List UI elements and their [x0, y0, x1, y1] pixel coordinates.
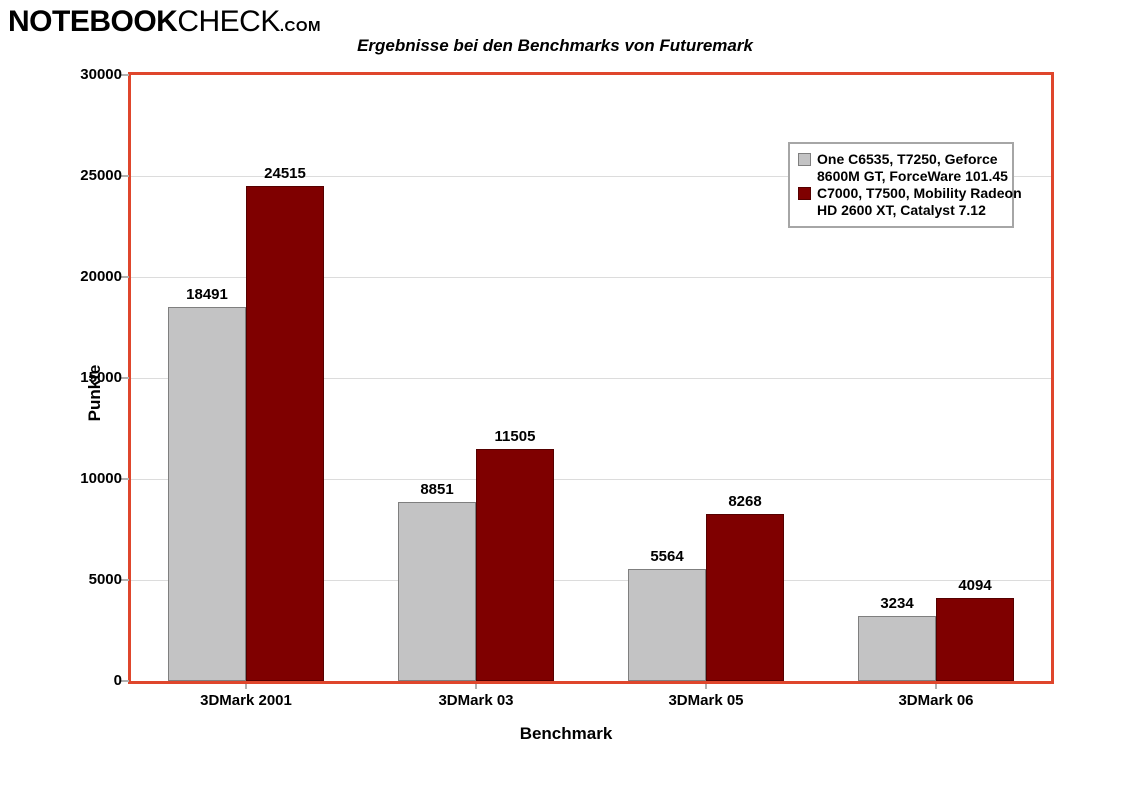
y-axis-tick-label: 30000: [80, 66, 122, 83]
bar-c7000-3dmark-2001: [246, 185, 324, 681]
legend-entry-label: One C6535, T7250, Geforce 8600M GT, Force…: [817, 151, 1008, 184]
notebookcheck-logo: NOTEBOOKCHECK.COM: [8, 5, 321, 44]
plot-area: 0 5000 10000 15000 20000 25000 30000 18491 24515…: [80, 66, 1054, 709]
x-axis-category-label: 3DMark 03: [438, 692, 514, 709]
bar-value-label: 8268: [728, 492, 762, 510]
bar-value-label: 11505: [494, 427, 536, 445]
bar-one-c6535-3dmark-2001: [168, 307, 246, 681]
gridline-25000: [131, 175, 1051, 177]
x-axis-tick: [475, 684, 477, 689]
logo-part-check: CHECK: [177, 5, 280, 38]
bar-value-label: 24515: [264, 164, 306, 182]
x-axis-tick: [935, 684, 937, 689]
gridline-5000: [131, 579, 1051, 581]
bar-one-c6535-3dmark-05: [628, 568, 706, 681]
bar-c7000-3dmark-06: [936, 598, 1014, 681]
y-axis-tick-15000: [121, 377, 129, 379]
y-axis-tick-10000: [121, 478, 129, 480]
x-axis-category-label: 3DMark 05: [668, 692, 744, 709]
x-axis-title: Benchmark: [519, 724, 613, 743]
x-axis-tick: [245, 684, 247, 689]
logo-part-com: .COM: [279, 18, 322, 35]
y-axis-tick-label: 0: [113, 672, 122, 689]
y-axis-tick-5000: [121, 579, 129, 581]
bar-value-label: 3234: [880, 594, 914, 612]
legend-entry-label: C7000, T7500, Mobility Radeon HD 2600 XT,…: [817, 185, 1022, 218]
y-axis-tick-30000: [121, 74, 129, 76]
legend-swatch-icon: [798, 153, 811, 166]
logo-part-notebook: NOTEBOOK: [8, 5, 178, 38]
y-axis-tick-0: [121, 680, 129, 682]
y-axis-tick-label: 5000: [88, 571, 122, 588]
y-axis-title: Punkte: [20, 318, 170, 468]
y-axis-tick-label: 10000: [80, 470, 122, 487]
x-axis-category-label: 3DMark 2001: [200, 692, 292, 709]
bar-one-c6535-3dmark-03: [398, 502, 476, 681]
y-axis-tick-label: 25000: [80, 167, 122, 184]
legend: One C6535, T7250, Geforce 8600M GT, Force…: [788, 142, 1022, 228]
bar-value-label: 18491: [186, 286, 228, 304]
bar-c7000-3dmark-05: [706, 514, 784, 681]
x-axis-tick: [705, 684, 707, 689]
legend-entry-1: C7000, T7500, Mobility Radeon HD 2600 XT,…: [798, 185, 1022, 219]
y-axis-tick-label: 20000: [80, 268, 122, 285]
y-axis-tick-20000: [121, 276, 129, 278]
legend-swatch-icon: [798, 187, 811, 200]
bar-value-label: 4094: [958, 577, 992, 595]
gridline-20000: [131, 276, 1051, 278]
gridline-15000: [131, 377, 1051, 379]
bar-one-c6535-3dmark-06: [858, 615, 936, 681]
gridline-10000: [131, 478, 1051, 480]
y-axis-tick-25000: [121, 175, 129, 177]
y-axis-tick-label: 15000: [80, 369, 122, 386]
bar-c7000-3dmark-03: [476, 448, 554, 681]
legend-entry-0: One C6535, T7250, Geforce 8600M GT, Force…: [798, 151, 1008, 185]
bar-value-label: 5564: [650, 547, 684, 565]
y-axis-title-text: Punkte: [85, 364, 104, 422]
chart-title: Ergebnisse bei den Benchmarks von Future…: [357, 36, 753, 55]
bar-value-label: 8851: [420, 481, 454, 499]
x-axis-category-label: 3DMark 06: [898, 692, 974, 709]
